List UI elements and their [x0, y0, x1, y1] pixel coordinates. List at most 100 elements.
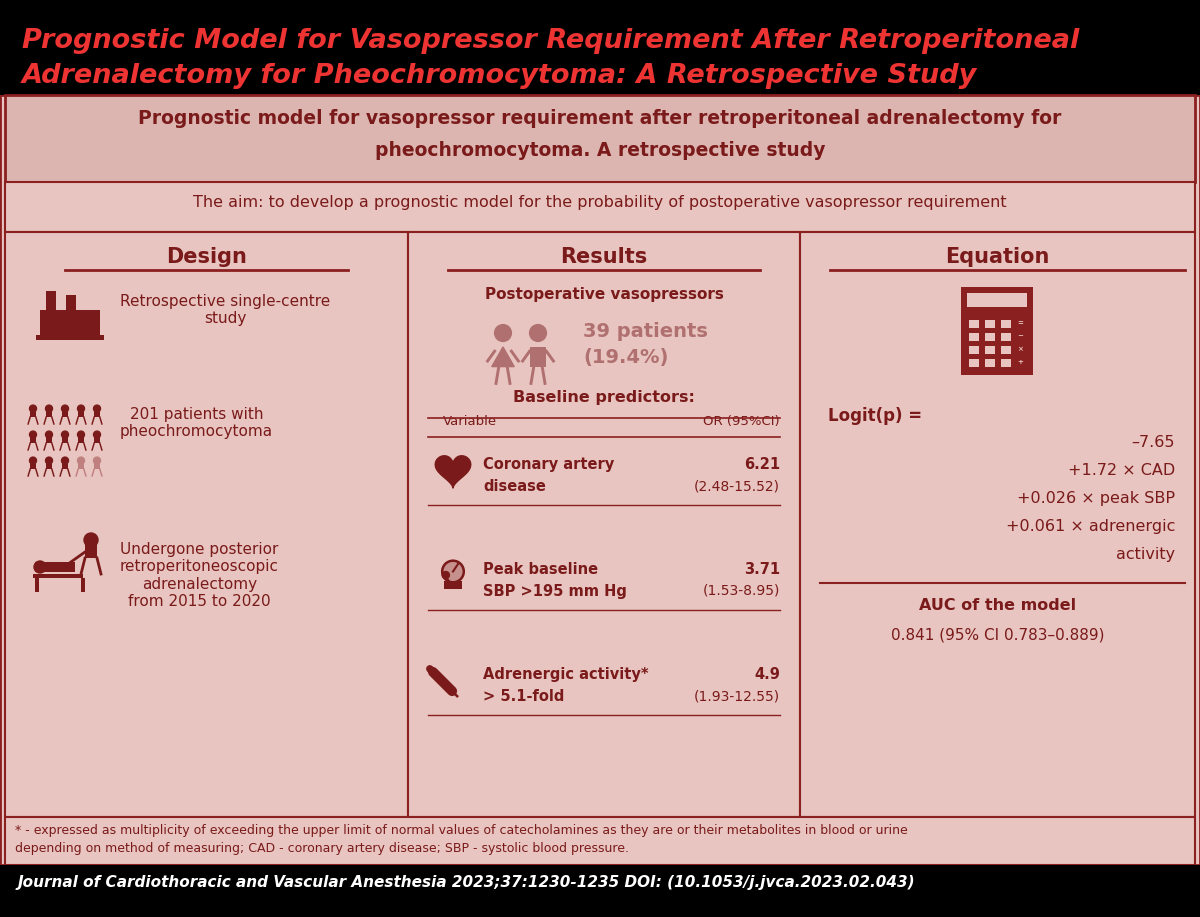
FancyBboxPatch shape: [66, 294, 76, 310]
Text: * - expressed as multiplicity of exceeding the upper limit of normal values of c: * - expressed as multiplicity of exceedi…: [14, 824, 907, 837]
Text: (19.4%): (19.4%): [583, 348, 668, 367]
Circle shape: [30, 405, 36, 412]
Text: Postoperative vasopressors: Postoperative vasopressors: [485, 287, 724, 302]
FancyBboxPatch shape: [85, 540, 97, 558]
FancyBboxPatch shape: [5, 232, 408, 817]
FancyBboxPatch shape: [1001, 359, 1010, 367]
Text: Journal of Cardiothoracic and Vascular Anesthesia 2023;37:1230-1235 DOI: (10.105: Journal of Cardiothoracic and Vascular A…: [18, 875, 916, 890]
Text: activity: activity: [1116, 547, 1175, 562]
FancyBboxPatch shape: [985, 359, 995, 367]
FancyBboxPatch shape: [970, 333, 979, 341]
Text: 3.71: 3.71: [744, 562, 780, 577]
FancyBboxPatch shape: [967, 293, 1027, 307]
Text: (1.53-8.95): (1.53-8.95): [703, 584, 780, 598]
Circle shape: [84, 533, 98, 547]
FancyBboxPatch shape: [78, 435, 84, 443]
FancyBboxPatch shape: [95, 409, 100, 417]
FancyBboxPatch shape: [985, 333, 995, 341]
Text: Prognostic Model for Vasopressor Requirement After Retroperitoneal: Prognostic Model for Vasopressor Require…: [22, 28, 1079, 54]
FancyBboxPatch shape: [34, 574, 83, 578]
Text: OR (95%CI): OR (95%CI): [703, 415, 780, 428]
FancyBboxPatch shape: [0, 0, 1200, 95]
FancyBboxPatch shape: [47, 292, 56, 310]
Text: Logit(p) =: Logit(p) =: [828, 407, 922, 425]
Circle shape: [94, 457, 101, 464]
Text: –7.65: –7.65: [1132, 435, 1175, 450]
Text: Design: Design: [166, 247, 247, 267]
Text: Equation: Equation: [946, 247, 1050, 267]
Text: Retrospective single-centre
study: Retrospective single-centre study: [120, 294, 330, 326]
FancyBboxPatch shape: [41, 310, 100, 336]
Circle shape: [34, 561, 46, 573]
Circle shape: [61, 405, 68, 412]
Text: The aim: to develop a prognostic model for the probability of postoperative vaso: The aim: to develop a prognostic model f…: [193, 195, 1007, 210]
Text: Prognostic model for vasopressor requirement after retroperitoneal adrenalectomy: Prognostic model for vasopressor require…: [138, 109, 1062, 128]
Text: ×: ×: [1018, 346, 1022, 352]
Circle shape: [529, 325, 546, 341]
Text: SBP >195 mm Hg: SBP >195 mm Hg: [482, 584, 626, 599]
Circle shape: [94, 431, 101, 438]
Circle shape: [61, 457, 68, 464]
Circle shape: [78, 405, 84, 412]
Text: Undergone posterior
retroperitoneoscopic
adrenalectomy
from 2015 to 2020: Undergone posterior retroperitoneoscopic…: [120, 542, 278, 609]
FancyBboxPatch shape: [529, 347, 546, 367]
Text: 201 patients with
pheochromocytoma: 201 patients with pheochromocytoma: [120, 407, 274, 439]
Text: (2.48-15.52): (2.48-15.52): [694, 479, 780, 493]
FancyBboxPatch shape: [82, 578, 85, 592]
Text: > 5.1-fold: > 5.1-fold: [482, 689, 564, 704]
Text: +1.72 × CAD: +1.72 × CAD: [1068, 463, 1175, 478]
Text: depending on method of measuring; CAD - coronary artery disease; SBP - systolic : depending on method of measuring; CAD - …: [14, 842, 629, 855]
FancyBboxPatch shape: [78, 409, 84, 417]
Text: Results: Results: [560, 247, 648, 267]
Text: 6.21: 6.21: [744, 457, 780, 472]
Circle shape: [442, 560, 463, 582]
Text: +0.061 × adrenergic: +0.061 × adrenergic: [1006, 519, 1175, 534]
Text: Variable: Variable: [443, 415, 497, 428]
FancyBboxPatch shape: [30, 460, 36, 469]
Text: 4.9: 4.9: [754, 667, 780, 682]
FancyBboxPatch shape: [78, 460, 84, 469]
Text: AUC of the model: AUC of the model: [919, 598, 1076, 613]
FancyBboxPatch shape: [30, 435, 36, 443]
Text: Peak baseline: Peak baseline: [482, 562, 598, 577]
FancyBboxPatch shape: [62, 460, 67, 469]
Text: (1.93-12.55): (1.93-12.55): [694, 689, 780, 703]
Text: +: +: [1018, 359, 1022, 365]
Circle shape: [30, 431, 36, 438]
FancyBboxPatch shape: [985, 320, 995, 328]
Text: 39 patients: 39 patients: [583, 322, 708, 341]
Text: Adrenergic activity*: Adrenergic activity*: [482, 667, 649, 682]
Text: Coronary artery: Coronary artery: [482, 457, 614, 472]
Circle shape: [442, 571, 450, 579]
Text: Baseline predictors:: Baseline predictors:: [514, 390, 695, 405]
Text: +0.026 × peak SBP: +0.026 × peak SBP: [1018, 491, 1175, 506]
FancyBboxPatch shape: [5, 817, 1195, 865]
FancyBboxPatch shape: [1001, 320, 1010, 328]
Text: pheochromocytoma. A retrospective study: pheochromocytoma. A retrospective study: [374, 141, 826, 160]
FancyBboxPatch shape: [0, 95, 1200, 865]
Circle shape: [78, 431, 84, 438]
FancyBboxPatch shape: [970, 320, 979, 328]
FancyBboxPatch shape: [95, 435, 100, 443]
FancyBboxPatch shape: [800, 232, 1195, 817]
FancyBboxPatch shape: [47, 435, 52, 443]
FancyBboxPatch shape: [1001, 333, 1010, 341]
FancyBboxPatch shape: [0, 865, 1200, 917]
Circle shape: [94, 405, 101, 412]
Circle shape: [46, 457, 53, 464]
FancyBboxPatch shape: [5, 182, 1195, 232]
FancyBboxPatch shape: [408, 232, 800, 817]
FancyBboxPatch shape: [1001, 346, 1010, 354]
FancyBboxPatch shape: [970, 346, 979, 354]
Circle shape: [78, 457, 84, 464]
FancyBboxPatch shape: [35, 578, 38, 592]
Circle shape: [494, 325, 511, 341]
Circle shape: [61, 431, 68, 438]
FancyBboxPatch shape: [62, 435, 67, 443]
FancyBboxPatch shape: [985, 346, 995, 354]
FancyBboxPatch shape: [95, 460, 100, 469]
Text: −: −: [1018, 333, 1022, 339]
Circle shape: [46, 405, 53, 412]
FancyBboxPatch shape: [5, 95, 1195, 182]
FancyBboxPatch shape: [47, 460, 52, 469]
